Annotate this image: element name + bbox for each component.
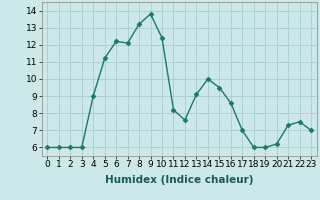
X-axis label: Humidex (Indice chaleur): Humidex (Indice chaleur)	[105, 175, 253, 185]
